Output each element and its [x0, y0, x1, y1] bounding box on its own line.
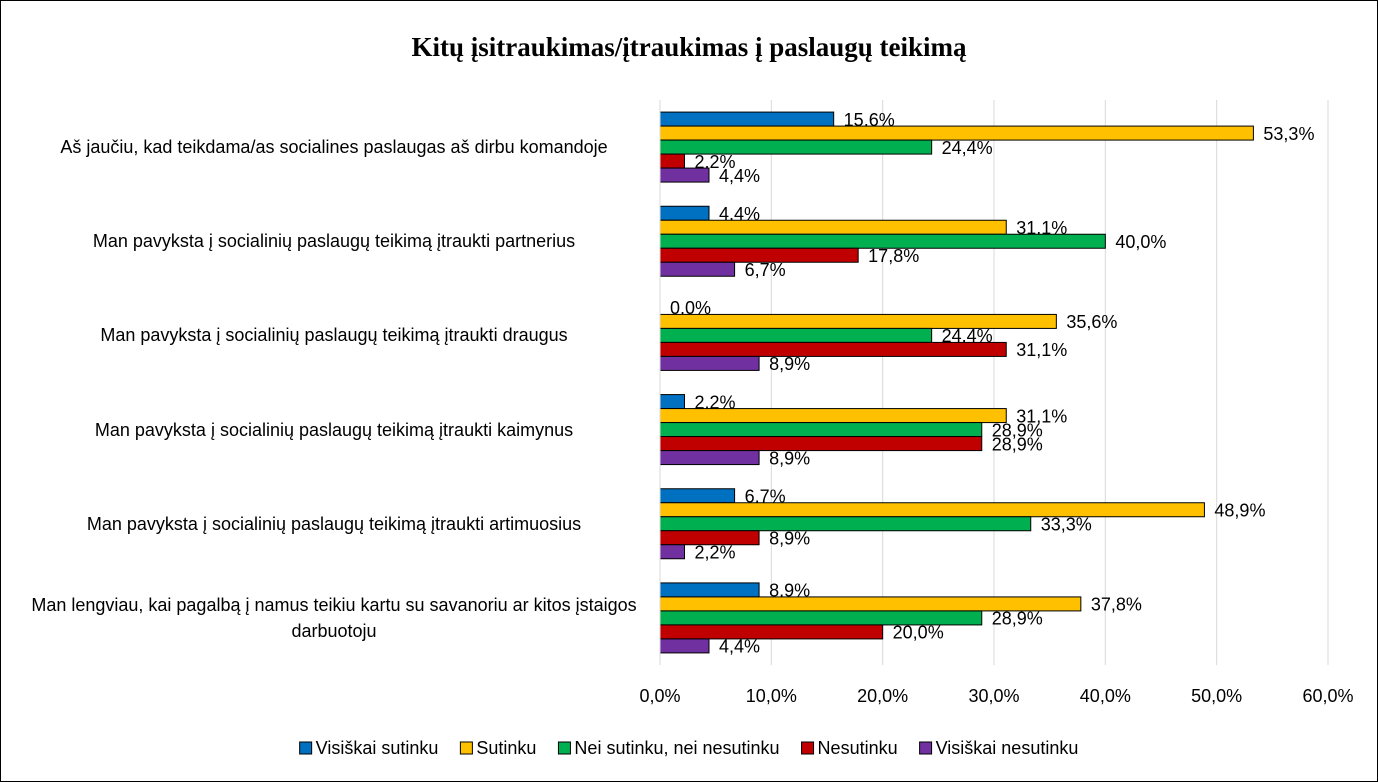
- data-label: 31,1%: [1016, 406, 1067, 426]
- data-label: 24,4%: [942, 326, 993, 346]
- bar: [659, 436, 983, 452]
- data-label: 2,2%: [694, 152, 735, 172]
- bar: [659, 502, 1205, 518]
- x-tick-label: 30,0%: [968, 686, 1019, 706]
- data-label: 2,2%: [694, 543, 735, 563]
- bar: [659, 408, 1007, 424]
- legend-label: Nesutinku: [818, 738, 898, 758]
- x-tick-label: 60,0%: [1302, 686, 1353, 706]
- bar: [659, 327, 933, 343]
- data-label: 4,4%: [719, 637, 760, 657]
- data-label: 31,1%: [1016, 340, 1067, 360]
- data-label: 48,9%: [1214, 501, 1265, 521]
- legend-swatch: [459, 741, 473, 755]
- data-label: 40,0%: [1115, 232, 1166, 252]
- bar: [659, 624, 884, 640]
- data-label: 33,3%: [1041, 515, 1092, 535]
- data-label: 17,8%: [868, 246, 919, 266]
- data-label: 6,7%: [745, 487, 786, 507]
- y-tick-label: Man pavyksta į socialinių paslaugų teiki…: [86, 513, 582, 534]
- legend-label: Nei sutinku, nei nesutinku: [574, 738, 779, 758]
- bar: [659, 394, 685, 410]
- data-label: 8,9%: [769, 581, 810, 601]
- x-tick-label: 20,0%: [857, 686, 908, 706]
- legend-swatch: [557, 741, 571, 755]
- data-label: 2,2%: [694, 392, 735, 412]
- legend-swatch: [919, 741, 933, 755]
- y-tick-label: Man pavyksta į socialinių paslaugų teiki…: [94, 419, 574, 440]
- chart-title: Kitų įsitraukimas/įtraukimas į paslaugų …: [411, 32, 967, 62]
- data-label: 8,9%: [769, 529, 810, 549]
- x-tick-label: 50,0%: [1191, 686, 1242, 706]
- bar: [659, 167, 710, 183]
- data-label: 6,7%: [745, 260, 786, 280]
- bar: [659, 341, 1007, 357]
- y-tick-label: Man pavyksta į socialinių paslaugų teiki…: [100, 325, 568, 346]
- bar: [659, 450, 760, 466]
- data-label: 31,1%: [1016, 218, 1067, 238]
- x-tick-label: 10,0%: [746, 686, 797, 706]
- bar: [659, 153, 685, 169]
- y-tick-label: Man lengviau, kai pagalbą į namus teikiu…: [31, 594, 637, 641]
- bar: [659, 355, 760, 371]
- bar: [659, 516, 1032, 532]
- data-label: 53,3%: [1263, 124, 1314, 144]
- data-label: 0,0%: [670, 298, 711, 318]
- bar: [659, 582, 760, 598]
- legend-label: Sutinku: [476, 738, 536, 758]
- data-label: 28,9%: [992, 420, 1043, 440]
- legend-label: Visiškai nesutinku: [936, 738, 1079, 758]
- bar: [659, 205, 710, 221]
- bar: [659, 544, 685, 560]
- data-label: 8,9%: [769, 354, 810, 374]
- data-label: 4,4%: [719, 166, 760, 186]
- y-tick-label: Aš jaučiu, kad teikdama/as socialines pa…: [60, 137, 608, 158]
- data-label: 8,9%: [769, 448, 810, 468]
- data-label: 37,8%: [1091, 595, 1142, 615]
- bar: [659, 111, 835, 127]
- bar: [659, 219, 1007, 235]
- y-tick-label: Man pavyksta į socialinių paslaugų teiki…: [92, 231, 576, 252]
- legend-swatch: [801, 741, 815, 755]
- data-label: 24,4%: [942, 138, 993, 158]
- legend-label: Visiškai sutinku: [316, 738, 439, 758]
- bar: [659, 488, 736, 504]
- bar: [659, 638, 710, 654]
- data-label: 28,9%: [992, 609, 1043, 629]
- data-label: 35,6%: [1066, 312, 1117, 332]
- data-label: 4,4%: [719, 204, 760, 224]
- bar: [659, 261, 736, 277]
- data-label: 20,0%: [893, 623, 944, 643]
- legend-swatch: [299, 741, 313, 755]
- bar: [659, 422, 983, 438]
- bar: [659, 313, 1057, 329]
- data-label: 15,6%: [844, 110, 895, 130]
- data-label: 28,9%: [992, 434, 1043, 454]
- x-tick-label: 0,0%: [639, 686, 680, 706]
- x-tick-label: 40,0%: [1080, 686, 1131, 706]
- legend: Visiškai sutinku Sutinku Nei sutinku, nei …: [299, 738, 1079, 758]
